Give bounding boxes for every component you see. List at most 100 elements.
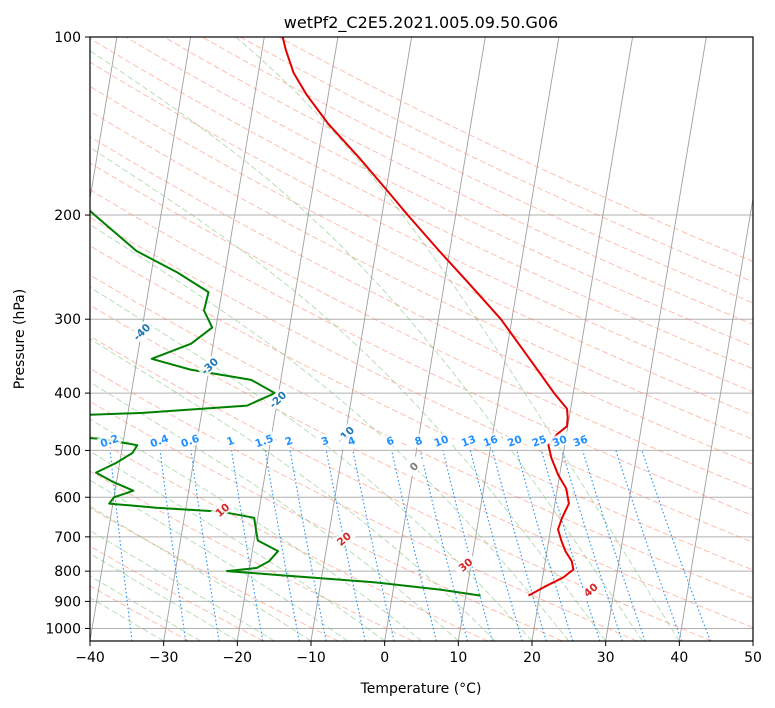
- dry-adiabat: [90, 335, 712, 641]
- plot-area: -100-90-80-70-60-50-40-30-20-1000.10.20.…: [90, 37, 753, 641]
- dry-adiabat: [240, 37, 753, 283]
- mixing-ratio-line: [540, 450, 601, 641]
- mixing-ratio-line: [615, 450, 683, 641]
- x-tick-label: −30: [149, 650, 179, 666]
- mixing-ratio-label: 36: [572, 433, 590, 449]
- mixing-ratio-line: [419, 450, 469, 641]
- x-tick-label: −10: [296, 650, 326, 666]
- mixing-ratio-label-bg: [567, 431, 593, 450]
- dry-adiabat: [90, 37, 753, 370]
- dry-adiabat: [90, 136, 753, 465]
- mixing-ratio-line: [325, 450, 366, 641]
- moist-adiabat: [90, 381, 459, 641]
- y-tick-label: 600: [54, 490, 81, 506]
- x-axis-label: Temperature (°C): [360, 681, 482, 697]
- isotherm: [678, 195, 753, 641]
- mixing-ratio-label: 2: [284, 435, 295, 449]
- mixing-ratio-line: [442, 450, 493, 641]
- pressure-gridlines: [90, 37, 753, 629]
- moist-adiabat: [90, 338, 496, 641]
- moist-adiabat: [90, 597, 164, 641]
- moist-adiabat: [90, 450, 385, 641]
- mixing-ratio-label-bg: [428, 431, 454, 450]
- dry-adiabat: [90, 162, 753, 491]
- moist-adiabat: [90, 50, 643, 641]
- dry-adiabat-label-bg: [209, 498, 235, 522]
- moist-adiabat: [90, 418, 422, 641]
- mixing-ratio-label-bg: [251, 431, 277, 450]
- mixing-ratio-line: [109, 450, 133, 641]
- dry-adiabat: [90, 85, 753, 416]
- mixing-ratio-line: [264, 450, 300, 641]
- mixing-ratio-line: [491, 450, 547, 641]
- y-axis-ticks: 100 200 300 400 500 600 700 800 900 1000: [45, 30, 90, 637]
- dry-adiabat-label-bg: [578, 578, 603, 602]
- mixing-ratio-line: [516, 450, 574, 641]
- mixing-ratio-label-bg: [146, 431, 172, 450]
- mixing-ratio-label-bg: [96, 431, 122, 450]
- x-tick-label: 30: [597, 650, 615, 666]
- mixing-ratio-label-bg: [177, 431, 203, 450]
- mixing-ratio-label: 4: [346, 435, 357, 449]
- mixing-ratio-line: [159, 450, 187, 641]
- isotherm: [384, 37, 486, 641]
- mixing-ratio-label: 0.2: [99, 433, 121, 451]
- moist-adiabat: [90, 479, 349, 641]
- mixing-ratio-label-bg: [312, 431, 338, 450]
- y-tick-label: 900: [54, 594, 81, 610]
- mixing-ratio-label-bg: [455, 431, 481, 450]
- mixing-ratio-label: 6: [385, 435, 396, 449]
- y-tick-label: 700: [54, 530, 81, 546]
- moist-adiabat: [235, 37, 680, 641]
- dry-adiabat: [90, 367, 638, 641]
- x-tick-label: 40: [670, 650, 688, 666]
- mixing-ratio-lines: [109, 450, 711, 641]
- mixing-ratio-line: [469, 450, 523, 641]
- isotherm-label-bg: [265, 387, 290, 412]
- mixing-ratio-line: [641, 450, 711, 641]
- mixing-ratio-label: 13: [460, 433, 478, 449]
- dry-adiabat: [90, 61, 753, 393]
- moist-adiabat: [90, 553, 238, 641]
- isotherm: [90, 37, 118, 202]
- isotherm-label-bg: [333, 422, 358, 447]
- plot-frame: [89, 36, 754, 642]
- contour-labels: -100-90-80-70-60-50-40-30-20-1000.10.20.…: [96, 319, 603, 602]
- isotherm: [236, 37, 339, 641]
- y-axis-label: Pressure (hPa): [12, 289, 28, 389]
- mixing-ratio-label: 0.6: [179, 433, 201, 451]
- moist-adiabat: [90, 146, 607, 641]
- x-tick-label: 50: [744, 650, 762, 666]
- mixing-ratio-label-bg: [377, 431, 403, 450]
- dry-adiabat: [90, 110, 753, 440]
- dry-adiabat: [90, 216, 753, 543]
- dry-adiabat: [125, 37, 753, 347]
- y-tick-label: 500: [54, 443, 81, 459]
- mixing-ratio-line: [230, 450, 264, 641]
- x-tick-label: 0: [380, 650, 389, 666]
- mixing-ratio-label-bg: [217, 431, 243, 450]
- isotherm-label-bg: [129, 319, 154, 344]
- isotherm-label-bg: [197, 354, 222, 378]
- chart-title: wetPf2_C2E5.2021.005.09.50.G06: [284, 13, 558, 33]
- mixing-ratio-line: [391, 450, 437, 641]
- isotherm-label-bg: [401, 454, 426, 479]
- mixing-ratio-label: 0.4: [149, 433, 171, 451]
- dry-adiabat: [90, 189, 753, 517]
- dry-adiabat: [201, 37, 753, 304]
- dry-adiabat: [90, 304, 753, 629]
- mixing-ratio-label: 3: [320, 435, 331, 449]
- y-tick-label: 800: [54, 564, 81, 580]
- dry-adiabat-label-bg: [453, 552, 478, 577]
- moist-adiabat: [90, 286, 533, 641]
- mixing-ratio-label-bg: [276, 431, 302, 450]
- mixing-ratio-label: 1.5: [254, 433, 276, 451]
- x-axis-ticks: −40 −30 −20 −10 0 10 20 30 40 50: [75, 641, 762, 666]
- mixing-ratio-label-bg: [478, 431, 503, 450]
- isotherm: [457, 37, 560, 641]
- mixing-ratio-label-bg: [406, 431, 431, 450]
- dry-adiabat-label-bg: [331, 527, 357, 551]
- temperature-profile-line: [281, 37, 575, 597]
- y-tick-label: 100: [54, 30, 81, 46]
